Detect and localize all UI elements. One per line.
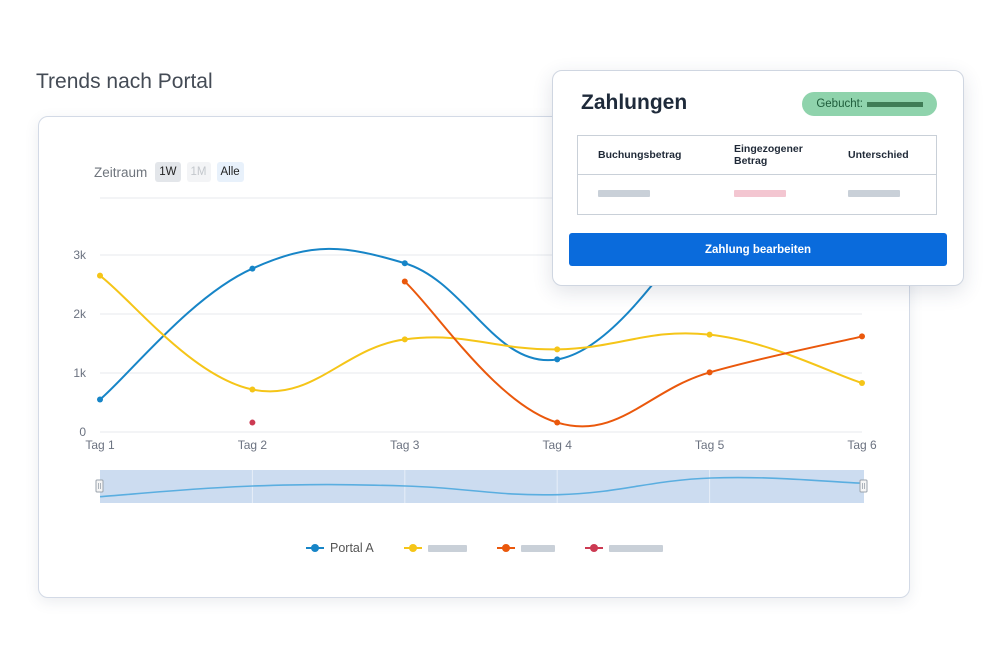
data-point-series-2 [97,272,103,279]
cell-placeholder-collected-amount [734,190,786,197]
data-point-series-4 [249,419,256,426]
series-line-1 [99,212,711,401]
data-point-series-1 [401,260,408,267]
column-header-difference: Unterschied [848,149,909,161]
period-1m-button[interactable]: 1M [186,162,211,182]
y-tick-label: 0 [79,425,86,439]
legend-marker-portal-a [306,544,324,552]
legend-marker-series-3 [496,544,515,552]
cell-placeholder-difference [848,190,900,197]
period-1w-button[interactable]: 1W [155,162,181,182]
x-tick-label: Tag 2 [238,438,268,452]
navigator-handle-left[interactable] [95,479,104,493]
data-point-series-3 [859,333,865,340]
chart-legend: Portal A [306,541,693,555]
y-tick-label: 3k [73,248,87,262]
data-point-series-2 [859,380,865,387]
data-point-series-3 [554,419,561,426]
legend-placeholder-series-4 [608,544,663,552]
legend-item-series-2[interactable] [403,544,467,552]
data-point-series-2 [249,386,256,393]
payments-table-header: Buchungsbetrag Eingezogener Betrag Unter… [578,136,936,175]
navigator-handle-right[interactable] [859,479,868,493]
series-line-3 [404,280,863,428]
period-label: Zeitraum [94,164,148,180]
navigator-range [100,470,864,503]
y-tick-label: 2k [73,307,87,321]
data-point-series-3 [706,369,713,376]
data-point-series-2 [554,346,561,353]
section-title: Trends nach Portal [36,70,213,93]
x-tick-label: Tag 5 [695,438,725,452]
legend-item-series-3[interactable] [496,544,555,552]
legend-marker-series-4 [584,544,603,552]
table-row [578,175,936,214]
status-badge-label: Gebucht: [816,98,863,110]
x-tick-label: Tag 3 [390,438,420,452]
legend-placeholder-series-2 [427,544,467,552]
x-tick-label: Tag 1 [85,438,115,452]
data-point-series-1 [249,265,256,272]
cell-placeholder-booking-amount [598,190,650,197]
payments-card: Zahlungen Gebucht: Buchungsbetrag Eingez… [552,70,964,286]
legend-placeholder-series-3 [520,544,555,552]
navigator-series [99,476,865,498]
period-all-button[interactable]: Alle [216,162,244,182]
x-tick-label: Tag 4 [543,438,573,452]
legend-label-portal-a: Portal A [330,541,374,555]
column-header-booking-amount: Buchungsbetrag [598,149,682,161]
edit-payment-button[interactable]: Zahlung bearbeiten [569,233,947,266]
status-badge: Gebucht: [802,92,937,116]
data-point-series-1 [97,396,103,403]
status-badge-value-placeholder [867,101,923,107]
data-point-series-2 [401,336,408,343]
legend-marker-series-2 [403,544,422,552]
legend-item-series-4[interactable] [584,544,663,552]
legend-item-portal-a[interactable]: Portal A [306,541,374,555]
column-header-collected-amount: Eingezogener Betrag [734,143,803,167]
y-tick-label: 1k [73,366,87,380]
data-point-series-1 [554,356,561,363]
payments-table: Buchungsbetrag Eingezogener Betrag Unter… [577,135,937,215]
data-point-series-2 [706,331,713,338]
series-line-2 [99,274,863,393]
x-tick-label: Tag 6 [847,438,877,452]
period-selector: Zeitraum 1W 1M Alle [94,162,244,182]
payments-title: Zahlungen [581,91,688,114]
data-point-series-3 [401,278,408,285]
